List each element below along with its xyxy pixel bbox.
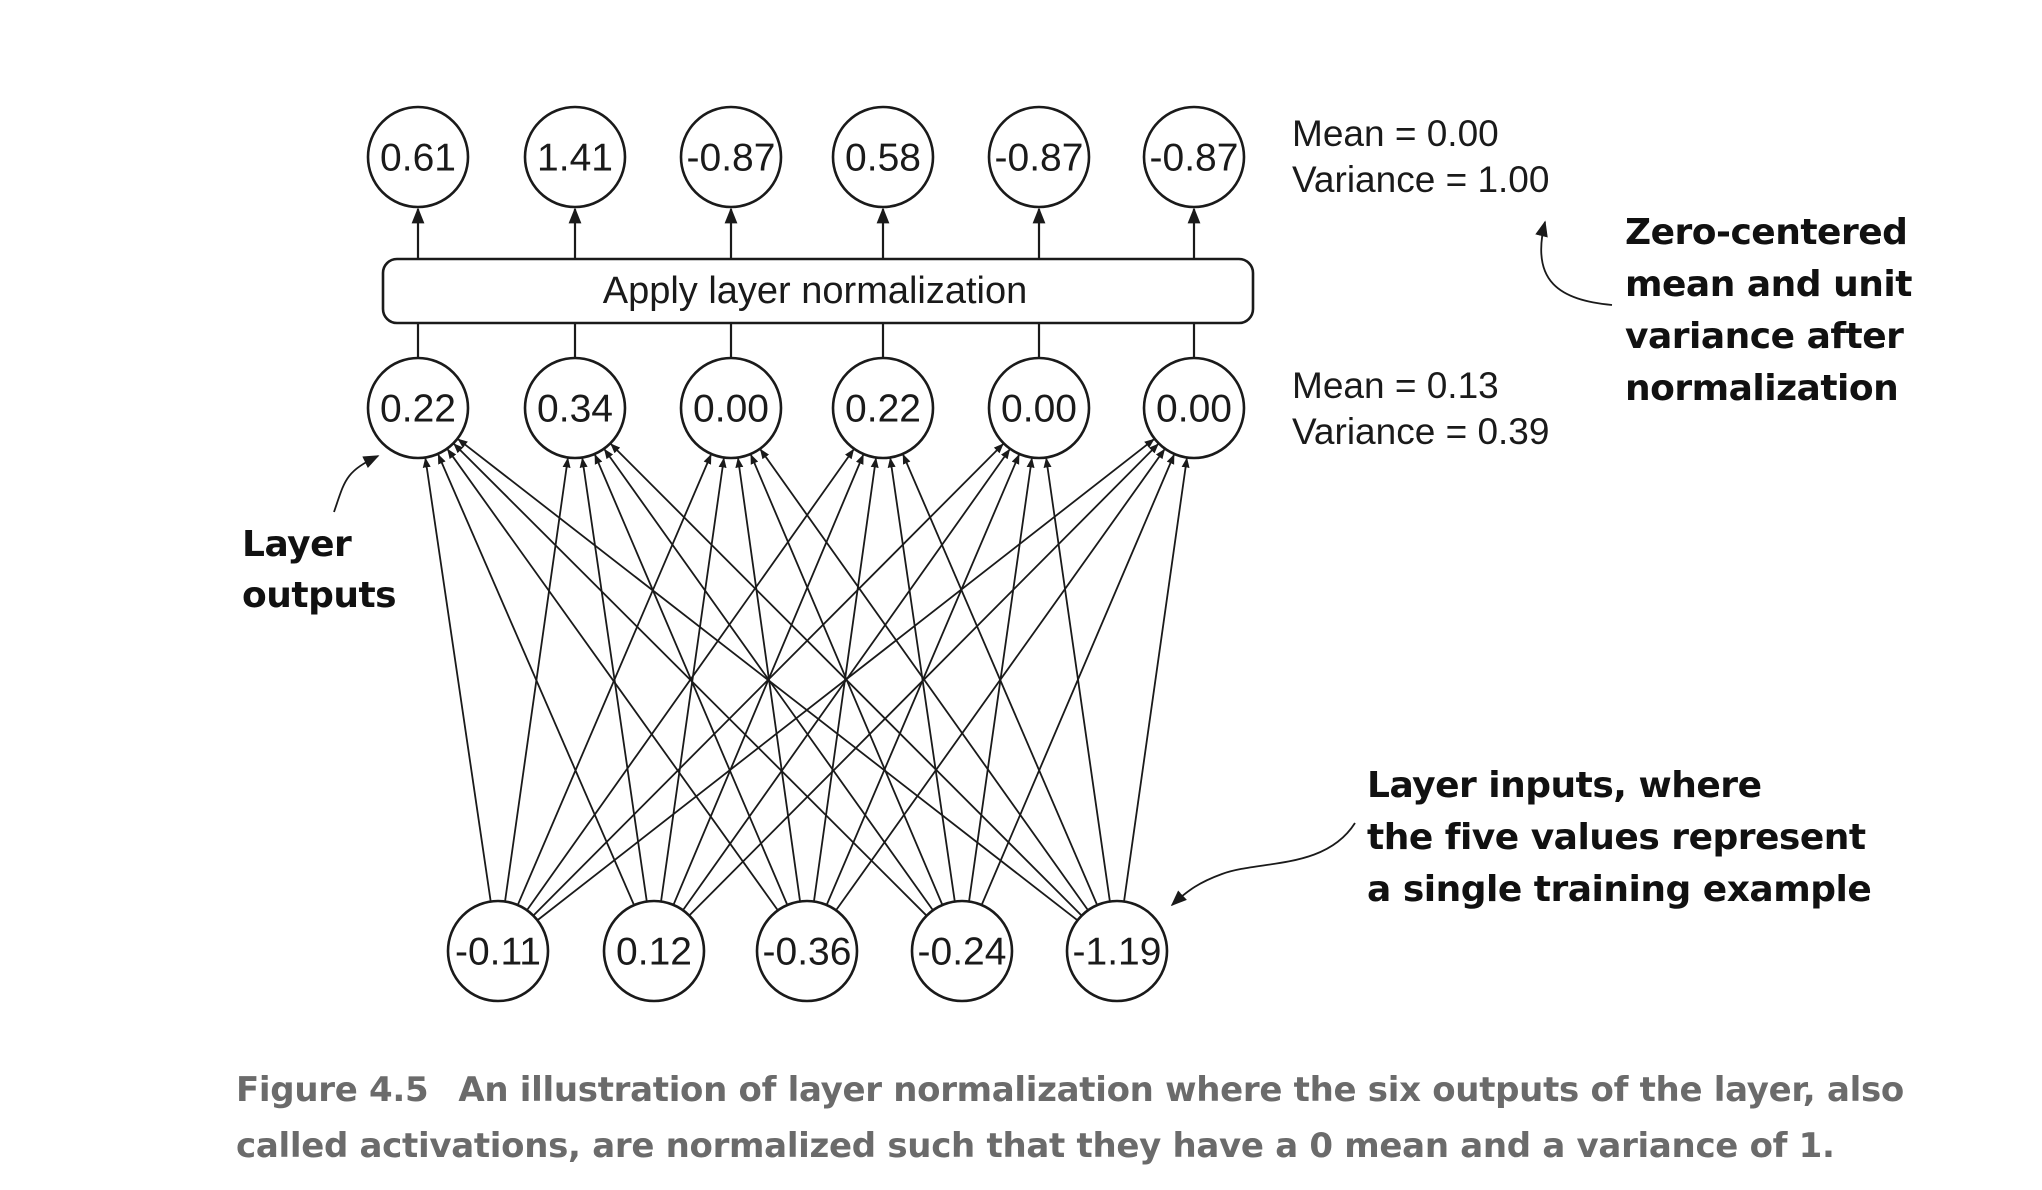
connection-edge <box>437 453 635 906</box>
caption-line-1: Figure 4.5 An illustration of layer norma… <box>236 1062 1976 1118</box>
layer-output-node-value: 0.00 <box>1156 388 1232 431</box>
annotation-normalized-line-2: mean and unit <box>1625 264 1912 305</box>
normalized-output-node-value: 0.61 <box>380 137 456 180</box>
annotation-layer-inputs-arrow <box>1170 822 1356 907</box>
caption-text-1: An illustration of layer normalization w… <box>458 1070 1904 1110</box>
layer-input-node: -0.11 <box>446 899 550 1003</box>
normalized-output-node-circle <box>1142 105 1246 209</box>
connection-edges <box>422 438 1190 922</box>
connection-edge <box>902 453 1099 906</box>
annotation-layer-inputs-line-2: the five values represent <box>1367 817 1866 858</box>
layer-output-node: 0.00 <box>1142 356 1246 460</box>
annotation-normalized: Zero-centered mean and unit variance aft… <box>1535 212 1913 409</box>
layer-output-node-value: 0.22 <box>380 388 456 431</box>
layer-output-node-circle <box>366 356 470 460</box>
stats-before-variance: Variance = 0.39 <box>1292 411 1549 452</box>
annotation-layer-outputs-line-1: Layer <box>242 524 352 565</box>
annotation-layer-outputs-line-2: outputs <box>242 575 396 616</box>
layer-output-node-value: 0.34 <box>537 388 613 431</box>
layer-output-node: 0.00 <box>679 356 783 460</box>
normalized-output-node-value: 0.58 <box>845 137 921 180</box>
normalized-output-node: 0.61 <box>366 105 470 209</box>
connection-edge <box>1123 457 1190 902</box>
normalized-output-node-circle <box>987 105 1091 209</box>
caption-line-2: called activations, are normalized such … <box>236 1126 1835 1166</box>
layer-input-nodes: -0.11 0.12 -0.36 -0.24 -1.19 <box>446 899 1169 1003</box>
connection-edge <box>759 448 1089 911</box>
normalized-output-node: -0.87 <box>1142 105 1246 209</box>
connection-edge <box>422 457 492 902</box>
layer-input-node-value: -0.24 <box>918 931 1007 974</box>
connection-edge <box>1043 457 1111 902</box>
layer-input-node-value: -1.19 <box>1073 931 1162 974</box>
normalized-output-node-value: -0.87 <box>687 137 776 180</box>
annotation-normalized-line-1: Zero-centered <box>1625 212 1907 253</box>
layer-input-node-circle <box>910 899 1014 1003</box>
annotation-layer-inputs-line-3: a single training example <box>1367 869 1871 910</box>
layer-output-node-circle <box>987 356 1091 460</box>
layer-input-node: -1.19 <box>1065 899 1169 1003</box>
normalized-output-node-circle <box>366 105 470 209</box>
stats-before-mean: Mean = 0.13 <box>1292 365 1499 406</box>
connection-edge <box>813 457 879 902</box>
layer-input-node-circle <box>602 899 706 1003</box>
layer-output-nodes: 0.22 0.34 0.00 0.22 0.00 0.00 <box>366 356 1246 460</box>
stats-after-mean: Mean = 0.00 <box>1292 113 1499 154</box>
normalized-output-node-circle <box>523 105 627 209</box>
layer-output-node: 0.34 <box>523 356 627 460</box>
layer-output-node-value: 0.22 <box>845 388 921 431</box>
layer-input-node-value: 0.12 <box>616 931 692 974</box>
connection-edge <box>579 457 648 902</box>
annotation-layer-outputs: Layer outputs <box>242 455 397 616</box>
layer-input-node-circle <box>446 899 550 1003</box>
normalized-output-nodes: 0.61 1.41 -0.87 0.58 -0.87 -0.87 <box>366 105 1246 209</box>
annotation-layer-inputs-line-1: Layer inputs, where <box>1367 765 1761 806</box>
layer-input-node-circle <box>755 899 859 1003</box>
layer-output-node-circle <box>523 356 627 460</box>
layer-input-node-value: -0.36 <box>763 931 852 974</box>
layer-output-node-value: 0.00 <box>1001 388 1077 431</box>
connection-edge <box>610 443 1083 917</box>
connection-edge <box>660 457 727 902</box>
normalization-connectors <box>411 207 1201 358</box>
layer-input-node: 0.12 <box>602 899 706 1003</box>
layer-output-node-circle <box>679 356 783 460</box>
figure-caption: Figure 4.5 An illustration of layer norma… <box>236 1062 1976 1174</box>
connection-edge <box>457 438 1079 922</box>
normalized-output-node-circle <box>679 105 783 209</box>
normalized-output-node: 0.58 <box>831 105 935 209</box>
layer-output-node-circle <box>1142 356 1246 460</box>
annotation-normalized-line-4: normalization <box>1625 368 1898 409</box>
layer-output-node-circle <box>831 356 935 460</box>
annotation-normalized-arrow <box>1535 220 1613 306</box>
layer-output-node: 0.00 <box>987 356 1091 460</box>
layer-output-node-value: 0.00 <box>693 388 769 431</box>
layer-output-node: 0.22 <box>831 356 935 460</box>
layer-input-node-circle <box>1065 899 1169 1003</box>
layer-input-node-value: -0.11 <box>455 931 541 974</box>
stats-after-variance: Variance = 1.00 <box>1292 159 1549 200</box>
connection-edge <box>453 443 928 917</box>
connection-edge <box>446 448 779 911</box>
normalized-output-node: -0.87 <box>987 105 1091 209</box>
normalized-output-node-value: 1.41 <box>537 137 613 180</box>
layer-input-node: -0.24 <box>910 899 1014 1003</box>
normalized-output-node-value: -0.87 <box>1150 137 1239 180</box>
layer-input-node: -0.36 <box>755 899 859 1003</box>
annotation-layer-inputs: Layer inputs, where the five values repr… <box>1170 765 1872 910</box>
normalized-output-node-value: -0.87 <box>995 137 1084 180</box>
normalized-output-node: 1.41 <box>523 105 627 209</box>
connection-edge <box>887 457 956 902</box>
normalized-output-node-circle <box>831 105 935 209</box>
normalization-box-label: Apply layer normalization <box>603 270 1028 312</box>
annotation-layer-outputs-arrow <box>333 455 380 513</box>
layer-output-node: 0.22 <box>366 356 470 460</box>
normalization-box: Apply layer normalization <box>381 257 1255 325</box>
figure-number: Figure 4.5 <box>236 1070 429 1110</box>
normalized-output-node: -0.87 <box>679 105 783 209</box>
annotation-normalized-line-3: variance after <box>1625 316 1904 357</box>
